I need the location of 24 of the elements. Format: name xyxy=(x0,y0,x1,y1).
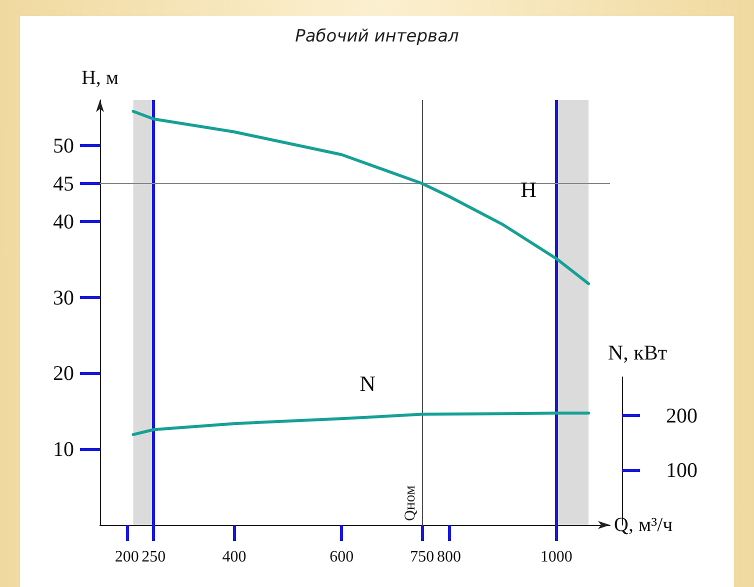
text: Рабочий интервал xyxy=(295,26,459,46)
x-tick-label: 250 xyxy=(142,548,166,566)
x-tick-label: 800 xyxy=(436,548,461,566)
y-tick-label: 20 xyxy=(53,361,74,386)
line-series xyxy=(132,110,590,286)
x-tick-label: 600 xyxy=(330,548,354,566)
ref-line-label: Qном xyxy=(402,484,419,521)
series-label: N xyxy=(360,371,376,396)
line-series xyxy=(132,412,590,436)
y-tick-label: 40 xyxy=(53,209,74,234)
x-tick-label: 750 xyxy=(410,548,434,566)
x-axis-title: Q, м³/ч xyxy=(614,514,673,536)
y-tick-label: 50 xyxy=(53,134,74,158)
y2-tick-label: 200 xyxy=(666,403,698,428)
x-tick-label: 400 xyxy=(222,548,246,566)
series-label: H xyxy=(520,176,537,202)
y-tick-label: 30 xyxy=(53,285,74,310)
x-tick-label: 1000 xyxy=(540,548,572,566)
y2-tick-label: 100 xyxy=(666,458,698,482)
y-tick-label: 45 xyxy=(53,171,74,196)
y2-axis-title: N, кВт xyxy=(608,340,668,364)
y-tick-label: 10 xyxy=(53,437,74,462)
y-axis-title: H, м xyxy=(81,67,119,89)
x-tick-label: 200 xyxy=(114,548,139,566)
